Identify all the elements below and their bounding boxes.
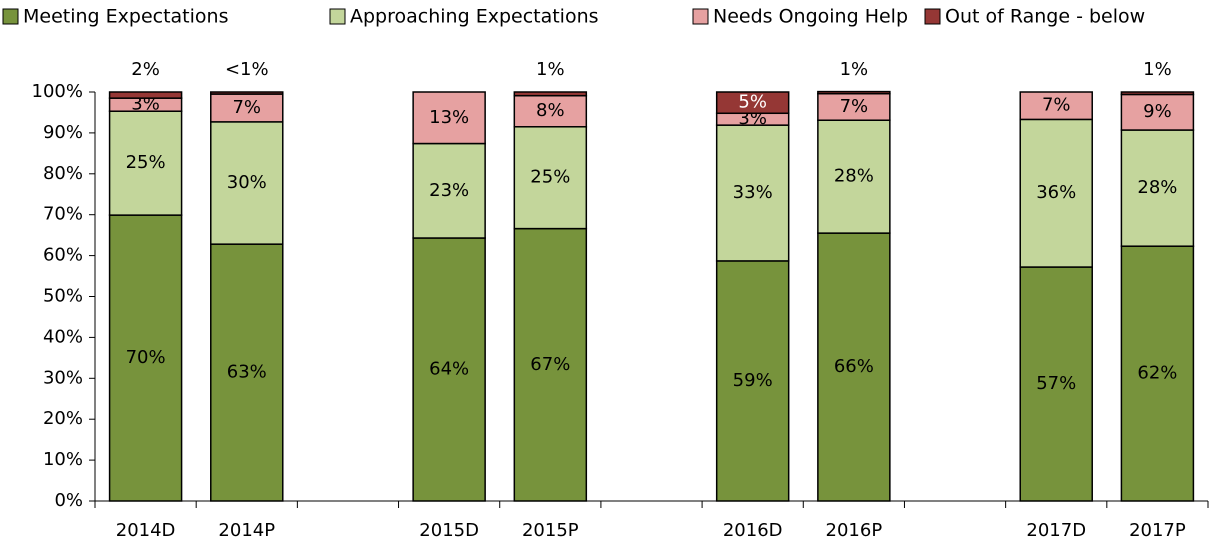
bar-segment: [210, 243, 284, 502]
data-label: 9%: [1143, 101, 1172, 122]
y-tick-label: 10%: [43, 449, 83, 470]
y-tick-label: 60%: [43, 245, 83, 266]
legend-label: Approaching Expectations: [350, 6, 599, 28]
bar-segment: [210, 91, 284, 95]
data-label: 13%: [429, 107, 469, 128]
x-tick-label: 2017P: [1129, 520, 1186, 541]
bar-segment: [1019, 91, 1093, 121]
bar-segment: [817, 92, 891, 121]
data-label: 5%: [738, 92, 767, 113]
bar-segment: [513, 91, 588, 97]
bar-segment: [1120, 129, 1195, 247]
legend-label: Needs Ongoing Help: [713, 6, 908, 28]
data-label: 36%: [1036, 182, 1076, 203]
data-label: 1%: [536, 59, 565, 80]
bar-segment: [1019, 266, 1093, 502]
data-label: 7%: [1042, 95, 1071, 116]
y-tick-label: 90%: [43, 122, 83, 143]
bar-segment: [715, 124, 790, 262]
data-label: 2%: [131, 59, 160, 80]
bar-segment: [412, 237, 486, 502]
x-tick-label: 2014P: [218, 520, 275, 541]
y-tick-label: 30%: [43, 367, 83, 388]
legend-swatch: [924, 8, 941, 25]
data-label: 1%: [840, 59, 869, 80]
data-label: 8%: [536, 100, 565, 121]
x-tick-label: 2017D: [1026, 520, 1086, 541]
data-label: 62%: [1137, 363, 1177, 384]
x-tick-label: 2016P: [826, 520, 883, 541]
x-tick-label: 2015P: [522, 520, 579, 541]
data-label: 25%: [126, 152, 166, 173]
y-tick-label: 40%: [43, 326, 83, 347]
data-label: 28%: [834, 166, 874, 187]
x-tick-label: 2015D: [419, 520, 479, 541]
bar-segment: [817, 232, 891, 502]
legend-swatch: [2, 8, 19, 25]
data-label: 57%: [1036, 373, 1076, 394]
legend-label: Out of Range - below: [945, 6, 1145, 28]
bar-segment: [412, 91, 486, 145]
data-label: 63%: [227, 362, 267, 383]
bar-segment: [108, 110, 183, 216]
bar-segment: [1120, 91, 1195, 96]
data-label: 64%: [429, 359, 469, 380]
x-tick-label: 2016D: [723, 520, 783, 541]
y-tick-label: 50%: [43, 286, 83, 307]
data-label: 3%: [131, 94, 160, 115]
data-label: 67%: [530, 354, 570, 375]
y-tick-label: 80%: [43, 163, 83, 184]
data-label: 7%: [840, 96, 869, 117]
legend-swatch: [329, 8, 346, 25]
data-label: 28%: [1137, 177, 1177, 198]
legend-label: Meeting Expectations: [23, 6, 228, 28]
data-label: 1%: [1143, 59, 1172, 80]
data-label: 70%: [126, 347, 166, 368]
bar-segment: [817, 90, 891, 95]
bar-segment: [412, 142, 486, 239]
bar-segment: [715, 91, 790, 115]
data-label: 66%: [834, 356, 874, 377]
bar-segment: [1120, 93, 1195, 131]
bar-segment: [210, 121, 284, 245]
bar-segment: [1120, 245, 1195, 502]
data-label: 59%: [733, 370, 773, 391]
data-label: 33%: [733, 182, 773, 203]
y-tick-label: 70%: [43, 204, 83, 225]
y-tick-label: 0%: [54, 490, 83, 511]
data-label: 25%: [530, 167, 570, 188]
legend-swatch: [692, 8, 709, 25]
data-label: 7%: [232, 97, 261, 118]
bar-segment: [210, 93, 284, 123]
data-label: 23%: [429, 180, 469, 201]
x-tick-label: 2014D: [116, 520, 176, 541]
data-label: 30%: [227, 172, 267, 193]
y-tick-label: 20%: [43, 408, 83, 429]
bar-segment: [715, 260, 790, 502]
data-label: <1%: [225, 59, 269, 80]
bar-segment: [108, 91, 183, 99]
y-tick-label: 100%: [32, 81, 83, 102]
